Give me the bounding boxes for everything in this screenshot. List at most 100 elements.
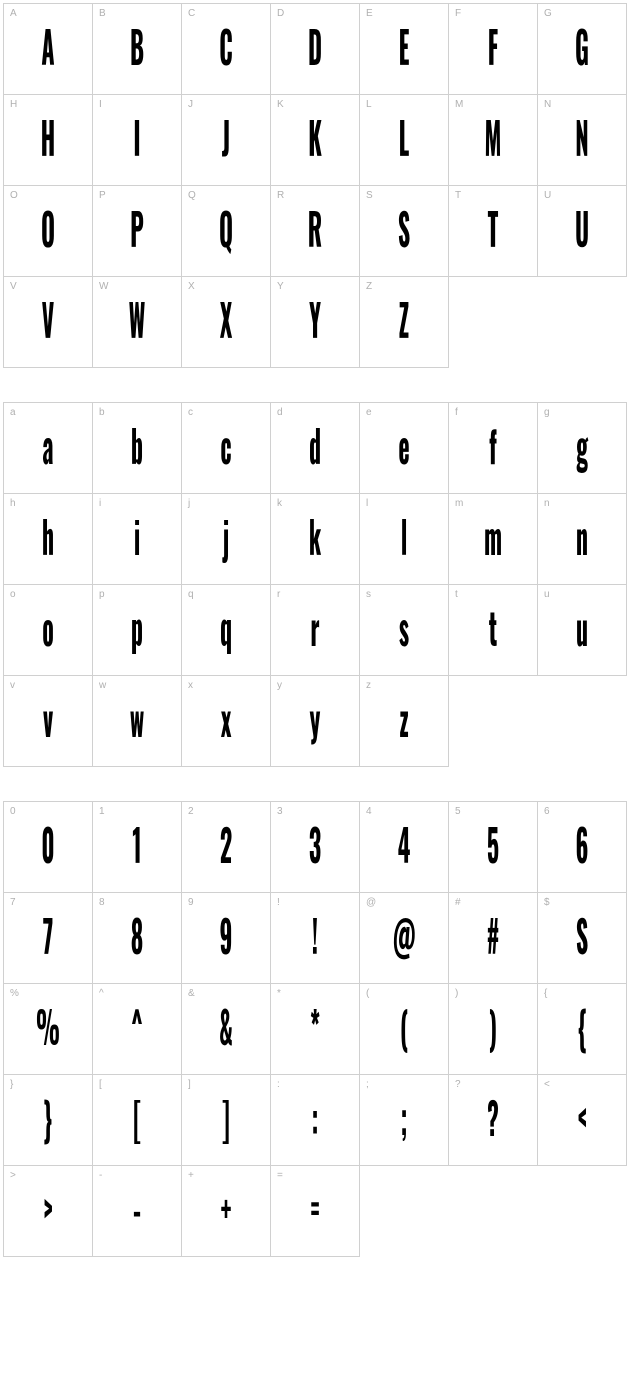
glyph-display: e bbox=[378, 411, 431, 477]
glyph-label: ! bbox=[277, 897, 280, 908]
glyph-label: v bbox=[10, 680, 15, 691]
glyph-label: q bbox=[188, 589, 194, 600]
glyph-cell: EE bbox=[359, 3, 449, 95]
glyph-cell: DD bbox=[270, 3, 360, 95]
glyph-display: P bbox=[111, 194, 164, 260]
glyph-cell: hh bbox=[3, 493, 93, 585]
glyph-label: R bbox=[277, 190, 284, 201]
glyph-display: Y bbox=[289, 285, 342, 351]
glyph-cell: >> bbox=[3, 1165, 93, 1257]
glyph-cell: << bbox=[537, 1074, 627, 1166]
glyph-display: K bbox=[289, 103, 342, 169]
glyph-display: A bbox=[22, 12, 75, 78]
glyph-label: Z bbox=[366, 281, 372, 292]
glyph-cell: oo bbox=[3, 584, 93, 676]
glyph-cell: 33 bbox=[270, 801, 360, 893]
glyph-cell: && bbox=[181, 983, 271, 1075]
glyph-cell: zz bbox=[359, 675, 449, 767]
glyph-label: 4 bbox=[366, 806, 372, 817]
glyph-cell: RR bbox=[270, 185, 360, 277]
glyph-label: + bbox=[188, 1170, 194, 1181]
glyph-label: j bbox=[188, 498, 190, 509]
glyph-label: ? bbox=[455, 1079, 461, 1090]
glyph-cell: yy bbox=[270, 675, 360, 767]
glyph-cell: LL bbox=[359, 94, 449, 186]
glyph-label: ] bbox=[188, 1079, 191, 1090]
glyph-display: T bbox=[467, 194, 520, 260]
glyph-label: A bbox=[10, 8, 17, 19]
glyph-label: % bbox=[10, 988, 19, 999]
grid-lowercase: aabbccddeeffgghhiijjkkllmmnnooppqqrrsstt… bbox=[4, 403, 636, 767]
glyph-label: ) bbox=[455, 988, 458, 999]
glyph-cell: 44 bbox=[359, 801, 449, 893]
glyph-display: S bbox=[378, 194, 431, 260]
glyph-display: % bbox=[22, 992, 75, 1058]
glyph-label: $ bbox=[544, 897, 550, 908]
glyph-cell: pp bbox=[92, 584, 182, 676]
glyph-cell: GG bbox=[537, 3, 627, 95]
section-uppercase: AABBCCDDEEFFGGHHIIJJKKLLMMNNOOPPQQRRSSTT… bbox=[4, 4, 636, 368]
glyph-display: x bbox=[200, 684, 253, 750]
glyph-label: p bbox=[99, 589, 105, 600]
glyph-cell: UU bbox=[537, 185, 627, 277]
glyph-label: L bbox=[366, 99, 372, 110]
glyph-display: R bbox=[289, 194, 342, 260]
glyph-cell: ww bbox=[92, 675, 182, 767]
glyph-display: m bbox=[467, 502, 520, 568]
glyph-cell: MM bbox=[448, 94, 538, 186]
glyph-cell: ii bbox=[92, 493, 182, 585]
glyph-cell: 00 bbox=[3, 801, 93, 893]
glyph-display: r bbox=[289, 593, 342, 659]
glyph-display: ; bbox=[378, 1083, 431, 1149]
glyph-label: S bbox=[366, 190, 373, 201]
glyph-label: @ bbox=[366, 897, 376, 908]
glyph-display: 9 bbox=[200, 901, 253, 967]
glyph-label: : bbox=[277, 1079, 280, 1090]
glyph-label: 1 bbox=[99, 806, 105, 817]
glyph-label: t bbox=[455, 589, 458, 600]
glyph-label: T bbox=[455, 190, 461, 201]
glyph-label: F bbox=[455, 8, 461, 19]
glyph-label: J bbox=[188, 99, 193, 110]
glyph-display: J bbox=[200, 103, 253, 169]
glyph-label: 8 bbox=[99, 897, 105, 908]
glyph-cell: WW bbox=[92, 276, 182, 368]
glyph-label: 5 bbox=[455, 806, 461, 817]
glyph-display: h bbox=[22, 502, 75, 568]
glyph-label: h bbox=[10, 498, 16, 509]
glyph-cell: %% bbox=[3, 983, 93, 1075]
glyph-display: 2 bbox=[200, 810, 253, 876]
glyph-cell: :: bbox=[270, 1074, 360, 1166]
glyph-display: p bbox=[111, 593, 164, 659]
glyph-display: M bbox=[467, 103, 520, 169]
glyph-display: ! bbox=[289, 901, 342, 967]
glyph-display: k bbox=[289, 502, 342, 568]
glyph-label: w bbox=[99, 680, 106, 691]
glyph-label: 6 bbox=[544, 806, 550, 817]
glyph-display: 7 bbox=[22, 901, 75, 967]
glyph-label: l bbox=[366, 498, 368, 509]
glyph-cell: CC bbox=[181, 3, 271, 95]
glyph-cell: qq bbox=[181, 584, 271, 676]
glyph-label: [ bbox=[99, 1079, 102, 1090]
glyph-display: D bbox=[289, 12, 342, 78]
glyph-label: E bbox=[366, 8, 373, 19]
glyph-display: z bbox=[378, 684, 431, 750]
glyph-label: 9 bbox=[188, 897, 194, 908]
glyph-cell: ?? bbox=[448, 1074, 538, 1166]
glyph-display: F bbox=[467, 12, 520, 78]
glyph-cell: ;; bbox=[359, 1074, 449, 1166]
glyph-display: Q bbox=[200, 194, 253, 260]
glyph-label: } bbox=[10, 1079, 13, 1090]
glyph-display: i bbox=[111, 502, 164, 568]
glyph-cell: !! bbox=[270, 892, 360, 984]
glyph-cell: kk bbox=[270, 493, 360, 585]
glyph-display: 4 bbox=[378, 810, 431, 876]
glyph-cell: @@ bbox=[359, 892, 449, 984]
glyph-cell: rr bbox=[270, 584, 360, 676]
glyph-label: B bbox=[99, 8, 106, 19]
glyph-display: u bbox=[556, 593, 609, 659]
glyph-label: n bbox=[544, 498, 550, 509]
glyph-display: N bbox=[556, 103, 609, 169]
glyph-cell: {{ bbox=[537, 983, 627, 1075]
